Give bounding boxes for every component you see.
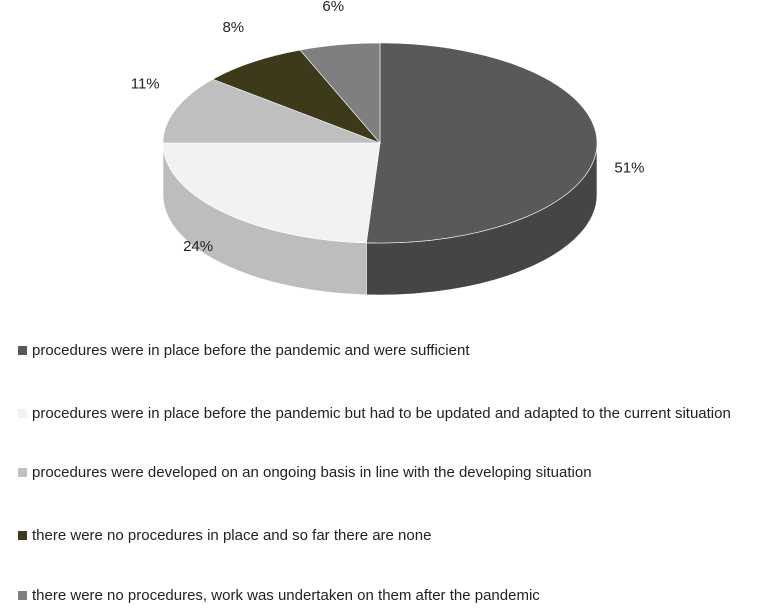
legend-label: there were no procedures in place and so… (32, 527, 432, 544)
legend-swatch (18, 591, 27, 600)
pie-area: 51% 24% 11% 8% 6% (131, 0, 644, 296)
legend-item: there were no procedures in place and so… (18, 525, 758, 546)
legend-label: procedures were in place before the pand… (32, 405, 731, 422)
slice (299, 42, 381, 144)
legend-item: procedures were in place before the pand… (18, 340, 758, 361)
legend-swatch (18, 531, 27, 540)
data-label: 8% (222, 19, 244, 36)
slice (366, 42, 598, 244)
legend-label: there were no procedures, work was under… (32, 587, 540, 604)
legend-item: procedures were developed on an ongoing … (18, 462, 758, 483)
slice (162, 78, 381, 144)
data-label: 51% (614, 160, 644, 177)
slice (162, 142, 381, 244)
legend-item: procedures were in place before the pand… (18, 403, 758, 424)
legend-label: procedures were developed on an ongoing … (32, 464, 592, 481)
data-label: 6% (322, 0, 344, 15)
slice (212, 49, 381, 144)
data-label: 11% (131, 75, 160, 92)
data-label: 24% (183, 238, 213, 255)
legend-label: procedures were in place before the pand… (32, 342, 470, 359)
legend-item: there were no procedures, work was under… (18, 585, 758, 606)
legend-swatch (18, 346, 27, 355)
legend-swatch (18, 409, 27, 418)
legend-swatch (18, 468, 27, 477)
